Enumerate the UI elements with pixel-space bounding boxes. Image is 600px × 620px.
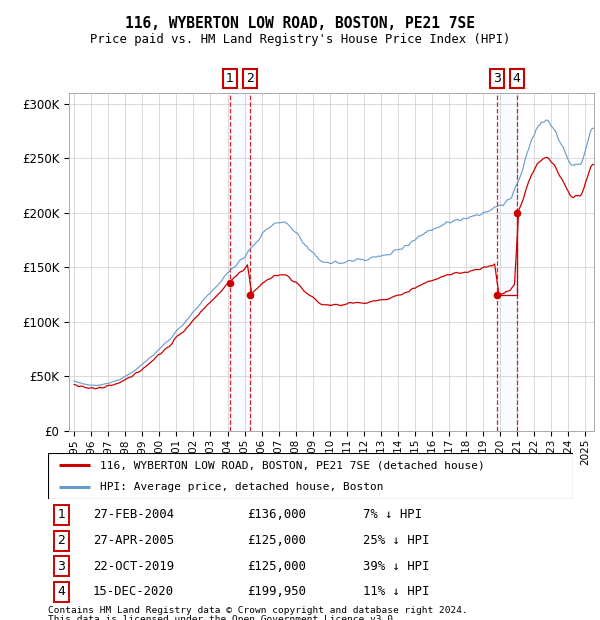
Text: This data is licensed under the Open Government Licence v3.0.: This data is licensed under the Open Gov…	[48, 615, 399, 620]
Bar	[497, 93, 517, 431]
Text: 15-DEC-2020: 15-DEC-2020	[92, 585, 174, 598]
Bar	[230, 93, 250, 431]
Text: 3: 3	[493, 72, 501, 85]
Text: £199,950: £199,950	[248, 585, 307, 598]
Text: Contains HM Land Registry data © Crown copyright and database right 2024.: Contains HM Land Registry data © Crown c…	[48, 606, 468, 616]
Text: 4: 4	[512, 72, 521, 85]
Text: £136,000: £136,000	[248, 508, 307, 521]
Text: 1: 1	[226, 72, 233, 85]
FancyBboxPatch shape	[48, 453, 573, 499]
Text: 116, WYBERTON LOW ROAD, BOSTON, PE21 7SE (detached house): 116, WYBERTON LOW ROAD, BOSTON, PE21 7SE…	[101, 460, 485, 470]
Text: 2: 2	[246, 72, 254, 85]
Text: £125,000: £125,000	[248, 560, 307, 573]
Text: 39% ↓ HPI: 39% ↓ HPI	[363, 560, 430, 573]
Text: 27-FEB-2004: 27-FEB-2004	[92, 508, 174, 521]
Text: 22-OCT-2019: 22-OCT-2019	[92, 560, 174, 573]
Text: 27-APR-2005: 27-APR-2005	[92, 534, 174, 547]
Text: HPI: Average price, detached house, Boston: HPI: Average price, detached house, Bost…	[101, 482, 384, 492]
Text: 11% ↓ HPI: 11% ↓ HPI	[363, 585, 430, 598]
Text: 4: 4	[57, 585, 65, 598]
Text: 3: 3	[57, 560, 65, 573]
Text: 2: 2	[57, 534, 65, 547]
Text: 116, WYBERTON LOW ROAD, BOSTON, PE21 7SE: 116, WYBERTON LOW ROAD, BOSTON, PE21 7SE	[125, 16, 475, 30]
Text: Price paid vs. HM Land Registry's House Price Index (HPI): Price paid vs. HM Land Registry's House …	[90, 33, 510, 46]
Text: £125,000: £125,000	[248, 534, 307, 547]
Text: 25% ↓ HPI: 25% ↓ HPI	[363, 534, 430, 547]
Text: 7% ↓ HPI: 7% ↓ HPI	[363, 508, 422, 521]
Text: 1: 1	[57, 508, 65, 521]
